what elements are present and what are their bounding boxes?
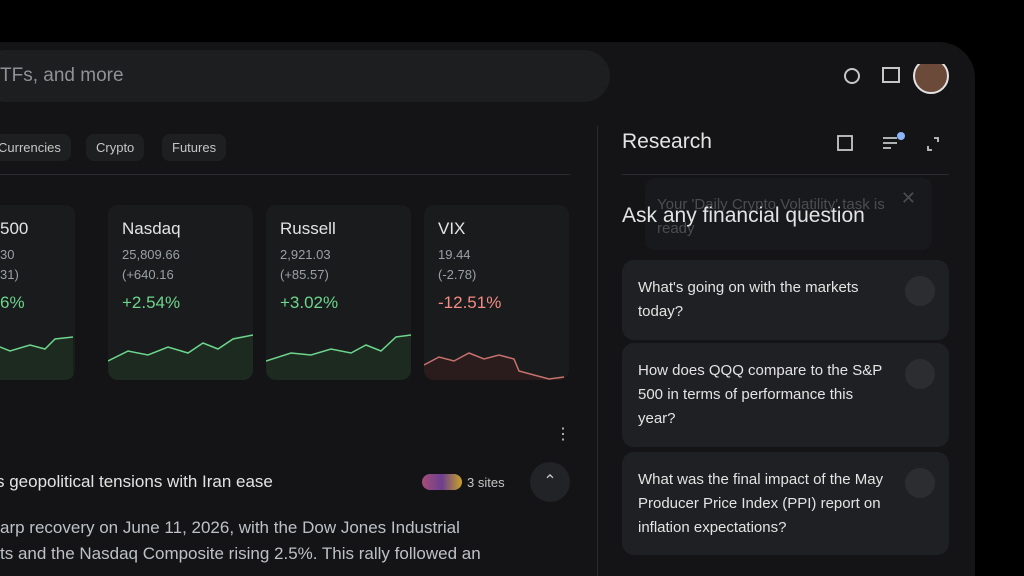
suggestion-text: What's going on with the markets today? — [638, 279, 859, 320]
news-headline: s geopolitical tensions with Iran ease — [0, 472, 273, 491]
source-count[interactable]: 3 sites — [467, 475, 505, 490]
index-price: 25,809.66 — [122, 247, 180, 262]
tab[interactable]: Crypto — [86, 134, 145, 161]
panel-divider — [597, 126, 598, 576]
panel-title: Research — [622, 130, 712, 153]
sparkline — [0, 336, 74, 380]
index-percent: -12.51% — [438, 293, 502, 312]
panel-icons — [837, 132, 939, 151]
suggestion-icon — [905, 468, 935, 498]
divider — [0, 174, 570, 175]
toast: Your 'Daily Crypto Volatility' task is r… — [645, 178, 932, 250]
index-name: 500 — [0, 219, 29, 238]
panel-heading: Ask any financial question — [622, 204, 865, 227]
index-card[interactable]: 500 30 31) 6% — [0, 205, 75, 380]
index-card[interactable]: Russell 2,921.03 (+85.57) +3.02% — [266, 205, 411, 380]
toast-close[interactable]: ✕ — [900, 188, 916, 208]
index-card[interactable]: VIX 19.44 (-2.78) -12.51% — [424, 205, 569, 380]
index-percent: +2.54% — [122, 293, 181, 312]
index-price: 19.44 — [438, 247, 471, 262]
index-percent: 6% — [0, 293, 25, 312]
divider — [622, 174, 949, 175]
tab[interactable]: Currencies — [0, 134, 71, 161]
sparkline — [108, 334, 253, 380]
index-price: 2,921.03 — [280, 247, 331, 262]
index-price: 30 — [0, 247, 15, 262]
tab[interactable]: Futures — [162, 134, 227, 161]
index-change: 31) — [0, 267, 19, 282]
news-body: arp recovery on June 11, 2026, with the … — [0, 518, 460, 537]
more-menu[interactable]: ⋮ — [555, 426, 571, 443]
sparkline — [266, 334, 411, 380]
search-bar[interactable]: TFs, and more — [0, 50, 610, 102]
suggestion-text: What was the final impact of the May Pro… — [638, 471, 884, 536]
suggestion[interactable]: How does QQQ compare to the S&P 500 in t… — [622, 343, 949, 447]
source-icons — [422, 474, 462, 490]
index-name: Russell — [280, 219, 336, 238]
index-change: (+640.16 — [122, 267, 174, 282]
index-percent: +3.02% — [280, 293, 339, 312]
header-icons — [844, 64, 949, 94]
index-card[interactable]: Nasdaq 25,809.66 (+640.16 +2.54% — [108, 205, 253, 380]
index-name: Nasdaq — [122, 219, 181, 238]
search-placeholder: TFs, and more — [0, 65, 124, 86]
index-change: (+85.57) — [280, 267, 329, 282]
suggestion-icon — [905, 276, 935, 306]
collapse-button[interactable]: ⌃ — [530, 462, 570, 502]
suggestion[interactable]: What was the final impact of the May Pro… — [622, 452, 949, 555]
sparkline — [424, 352, 565, 380]
toast-text: Your 'Daily Crypto Volatility' task is r… — [657, 196, 885, 237]
index-name: VIX — [438, 219, 466, 238]
news-body: ts and the Nasdaq Composite rising 2.5%.… — [0, 544, 481, 563]
index-change: (-2.78) — [438, 267, 477, 282]
suggestion[interactable]: What's going on with the markets today? — [622, 260, 949, 340]
window: TFs, and more Currencies Crypto Futures … — [0, 42, 975, 576]
suggestion-text: How does QQQ compare to the S&P 500 in t… — [638, 362, 883, 427]
suggestion-icon — [905, 359, 935, 389]
